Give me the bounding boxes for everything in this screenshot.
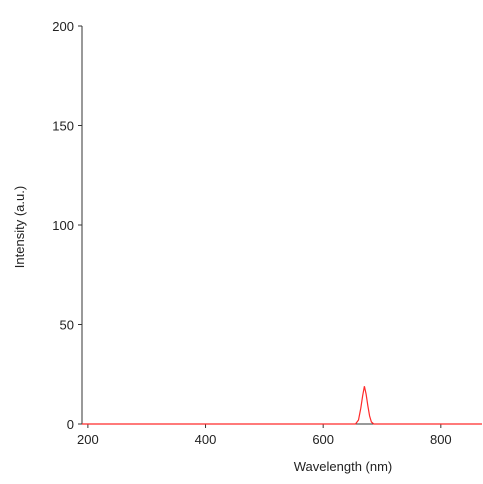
x-axis-label: Wavelength (nm) [294,459,393,474]
y-tick-label: 100 [52,218,74,233]
y-axis-label: Intensity (a.u.) [12,186,27,268]
ticks: 0 50 100 150 200 200 400 600 800 [52,19,451,447]
y-tick-label: 200 [52,19,74,34]
y-tick-label: 0 [67,417,74,432]
y-tick-label: 150 [52,119,74,134]
series-group [82,386,482,425]
y-tick-label: 50 [60,318,74,333]
x-tick-label: 200 [77,432,99,447]
x-tick-label: 400 [195,432,217,447]
x-tick-label: 800 [430,432,452,447]
series-line-0 [82,386,482,425]
axes [81,26,482,425]
x-tick-label: 600 [312,432,334,447]
